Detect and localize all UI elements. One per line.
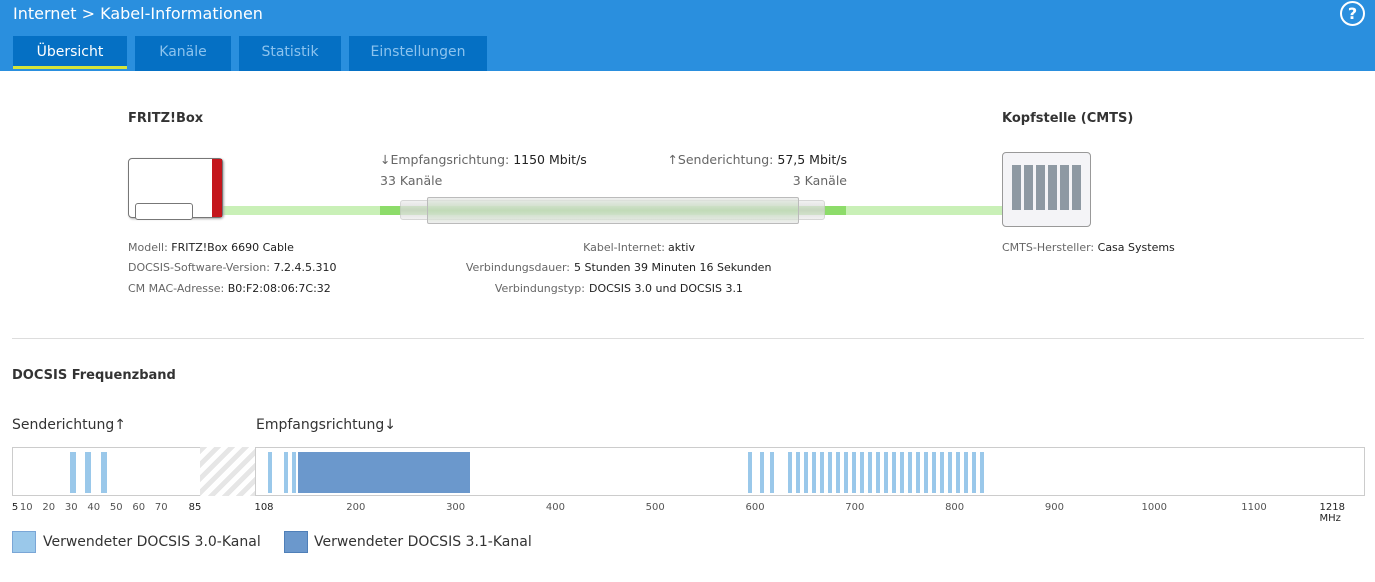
upstream-tick-label: 40 bbox=[87, 502, 101, 513]
downstream-channel bbox=[955, 452, 960, 493]
legend-docsis31: Verwendeter DOCSIS 3.1-Kanal bbox=[314, 534, 532, 550]
fritzbox-device-icon bbox=[128, 158, 223, 220]
downstream-channel bbox=[819, 452, 824, 493]
downstream-tick-label: 500 bbox=[645, 502, 665, 513]
downstream-channel bbox=[291, 452, 296, 493]
downstream-tick-label: 800 bbox=[945, 502, 965, 513]
downstream-channel bbox=[843, 452, 848, 493]
internet-status-label: Kabel-Internet: bbox=[583, 241, 665, 254]
downstream-tick-label: 1100 bbox=[1241, 502, 1267, 513]
downstream-channel bbox=[931, 452, 936, 493]
downstream-channel bbox=[899, 452, 904, 493]
downstream-channel bbox=[971, 452, 976, 493]
tab-uebersicht[interactable]: Übersicht bbox=[13, 36, 127, 69]
downstream-channel bbox=[811, 452, 816, 493]
header: Internet > Kabel-Informationen ? Übersic… bbox=[0, 0, 1375, 71]
downstream-tick-label: 400 bbox=[545, 502, 565, 513]
downstream-channel bbox=[923, 452, 928, 493]
downstream-tick-label: 300 bbox=[446, 502, 466, 513]
upstream-title: Senderichtung↑ bbox=[12, 417, 126, 433]
duration-value: 5 Stunden 39 Minuten 16 Sekunden bbox=[574, 261, 772, 274]
internet-status: aktiv bbox=[668, 241, 695, 254]
legend-swatch-docsis30 bbox=[12, 531, 36, 553]
divider bbox=[12, 338, 1364, 339]
connection-type-value: DOCSIS 3.0 und DOCSIS 3.1 bbox=[589, 282, 743, 295]
duration-label: Verbindungsdauer: bbox=[465, 261, 570, 274]
downstream-channel bbox=[827, 452, 832, 493]
upstream-rate: ↑Senderichtung: 57,5 Mbit/s bbox=[667, 152, 847, 167]
downstream-tick-label: 700 bbox=[845, 502, 865, 513]
band-title: DOCSIS Frequenzband bbox=[12, 368, 176, 383]
downstream-tick-label: 1000 bbox=[1141, 502, 1167, 513]
upstream-tick-label: 10 bbox=[19, 502, 33, 513]
upstream-channel bbox=[85, 452, 92, 493]
downstream-channel bbox=[835, 452, 840, 493]
downstream-channel bbox=[787, 452, 792, 493]
upstream-tick-label: 30 bbox=[64, 502, 78, 513]
downstream-channel bbox=[283, 452, 288, 493]
downstream-rate: ↓Empfangsrichtung: 1150 Mbit/s bbox=[380, 152, 587, 167]
downstream-channel bbox=[267, 452, 272, 493]
ofdm-channel bbox=[297, 452, 470, 493]
unused-band-gap bbox=[200, 447, 256, 496]
legend-swatch-docsis31 bbox=[284, 531, 308, 553]
upstream-channel bbox=[70, 452, 77, 493]
downstream-channel bbox=[760, 452, 764, 493]
tab-kanaele[interactable]: Kanäle bbox=[135, 36, 231, 71]
downstream-channel bbox=[867, 452, 872, 493]
downstream-channels: 33 Kanäle bbox=[380, 173, 443, 188]
downstream-channel bbox=[915, 452, 920, 493]
help-icon[interactable]: ? bbox=[1340, 1, 1365, 26]
upstream-tick-label: 70 bbox=[154, 502, 168, 513]
downstream-channel bbox=[748, 452, 753, 493]
downstream-channel bbox=[875, 452, 880, 493]
connection-type-label: Verbindungstyp: bbox=[494, 282, 585, 295]
legend-docsis30: Verwendeter DOCSIS 3.0-Kanal bbox=[43, 534, 261, 550]
downstream-channel bbox=[963, 452, 968, 493]
downstream-tick-label: 900 bbox=[1044, 502, 1064, 513]
downstream-title: Empfangsrichtung↓ bbox=[256, 417, 396, 433]
downstream-channel bbox=[939, 452, 944, 493]
downstream-channel bbox=[769, 452, 774, 493]
upstream-channel bbox=[100, 452, 107, 493]
downstream-tick-label: 1218 MHz bbox=[1319, 502, 1345, 524]
downstream-tick-label: 600 bbox=[745, 502, 765, 513]
downstream-channel bbox=[859, 452, 864, 493]
downstream-channel bbox=[907, 452, 912, 493]
downstream-channel bbox=[851, 452, 856, 493]
cable-left bbox=[222, 206, 382, 215]
upstream-tick-label: 20 bbox=[42, 502, 56, 513]
downstream-tick-label: 108 bbox=[254, 502, 274, 513]
tab-statistik[interactable]: Statistik bbox=[239, 36, 341, 71]
tab-einstellungen[interactable]: Einstellungen bbox=[349, 36, 487, 71]
software-version-info: DOCSIS-Software-Version: 7.2.4.5.310 bbox=[128, 261, 337, 274]
downstream-channel bbox=[891, 452, 896, 493]
upstream-channels: 3 Kanäle bbox=[792, 173, 847, 188]
model-info: Modell: FRITZ!Box 6690 Cable bbox=[128, 241, 294, 254]
downstream-channel bbox=[947, 452, 952, 493]
downstream-tick-label: 200 bbox=[346, 502, 366, 513]
upstream-tick-label: 5 bbox=[11, 502, 19, 513]
downstream-channel bbox=[979, 452, 984, 493]
mac-info: CM MAC-Adresse: B0:F2:08:06:7C:32 bbox=[128, 282, 331, 295]
cable-right bbox=[846, 206, 1004, 215]
fritzbox-title: FRITZ!Box bbox=[128, 111, 204, 126]
downstream-channel bbox=[803, 452, 808, 493]
downstream-channel bbox=[883, 452, 888, 493]
upstream-tick-label: 50 bbox=[109, 502, 123, 513]
cmts-vendor-info: CMTS-Hersteller: Casa Systems bbox=[1002, 241, 1175, 254]
cable-connector-icon bbox=[427, 197, 799, 224]
cmts-title: Kopfstelle (CMTS) bbox=[1002, 111, 1134, 126]
upstream-tick-label: 60 bbox=[132, 502, 146, 513]
upstream-tick-label: 85 bbox=[188, 502, 202, 513]
breadcrumb: Internet > Kabel-Informationen bbox=[13, 4, 263, 23]
downstream-channel bbox=[795, 452, 800, 493]
cmts-device-icon bbox=[1002, 152, 1091, 227]
